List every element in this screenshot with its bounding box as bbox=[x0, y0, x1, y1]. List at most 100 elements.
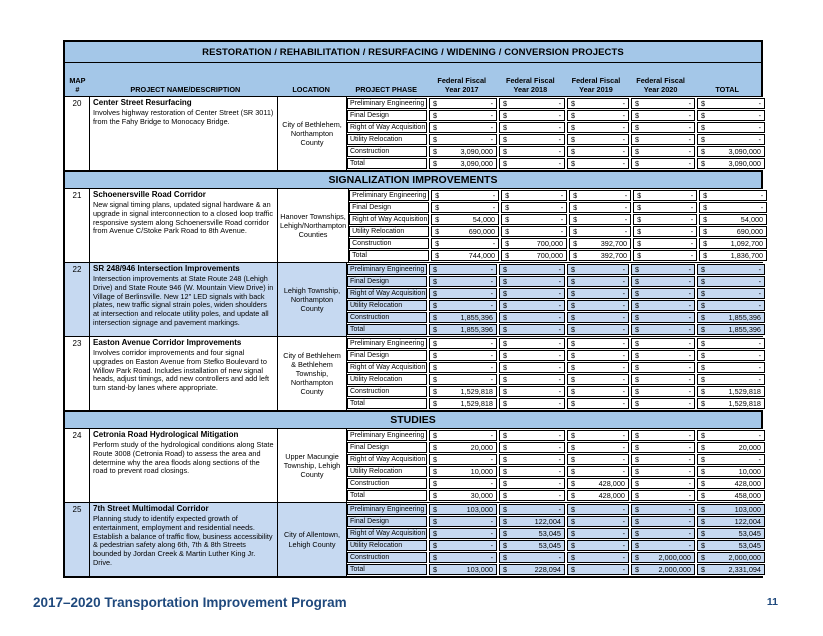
phase-label-cell: Right of Way Acquisition bbox=[347, 122, 427, 133]
phase-label-cell: Total bbox=[347, 490, 427, 501]
dollar-sign: $ bbox=[635, 147, 640, 156]
location-cell: Upper Macungie Township, Lehigh County bbox=[278, 429, 347, 502]
amount-cell: $ - bbox=[567, 540, 629, 551]
section-header-bar: STUDIES bbox=[65, 411, 761, 429]
amount-cell: $53,045 bbox=[697, 540, 765, 551]
phase-label-cell: Total bbox=[349, 250, 430, 261]
amount-cell: $122,004 bbox=[697, 516, 765, 527]
phase-label-cell: Utility Relocation bbox=[347, 134, 427, 145]
amount-cell: $ - bbox=[633, 214, 698, 225]
phase-label-cell: Utility Relocation bbox=[349, 226, 430, 237]
phase-label-cell: Final Design bbox=[349, 202, 430, 213]
dollar-sign: $ bbox=[635, 111, 640, 120]
amount-value: - bbox=[758, 431, 761, 440]
amount-value: - bbox=[490, 517, 493, 526]
dollar-sign: $ bbox=[433, 111, 438, 120]
amount-cell: $1,855,396 bbox=[697, 324, 765, 335]
amount-cell: $ - bbox=[499, 98, 565, 109]
amount-cell: $ - bbox=[429, 276, 497, 287]
amount-value: - bbox=[558, 363, 561, 372]
amount-cell: $ - bbox=[631, 98, 695, 109]
dollar-sign: $ bbox=[701, 491, 706, 500]
amount-value: - bbox=[558, 443, 561, 452]
amount-cell: $ - bbox=[499, 134, 565, 145]
amount-value: - bbox=[558, 431, 561, 440]
amount-cell: $ - bbox=[631, 490, 695, 501]
amount-cell: $2,000,000 bbox=[631, 564, 695, 575]
amount-cell: $ - bbox=[567, 110, 629, 121]
project-description-cell: Center Street Resurfacing Involves highwa… bbox=[90, 97, 278, 170]
dollar-sign: $ bbox=[637, 191, 642, 200]
dollar-sign: $ bbox=[505, 239, 510, 248]
phase-label-cell: Right of Way Acquisition bbox=[347, 528, 427, 539]
amount-cell: $ - bbox=[567, 386, 629, 397]
amount-value: 1,092,700 bbox=[730, 239, 764, 248]
amount-value: 428,000 bbox=[598, 479, 625, 488]
project-description-cell: SR 248/946 Intersection Improvements Inte… bbox=[90, 263, 278, 336]
dollar-sign: $ bbox=[701, 375, 706, 384]
dollar-sign: $ bbox=[571, 135, 576, 144]
amount-cell: $ - bbox=[697, 98, 765, 109]
amount-value: - bbox=[688, 313, 691, 322]
amount-cell: $ - bbox=[631, 300, 695, 311]
dollar-sign: $ bbox=[635, 431, 640, 440]
amount-value: - bbox=[558, 99, 561, 108]
table-header-row: MAP # PROJECT NAME/DESCRIPTION LOCATION … bbox=[65, 63, 761, 97]
amount-value: - bbox=[688, 289, 691, 298]
dollar-sign: $ bbox=[635, 479, 640, 488]
amount-value: - bbox=[688, 135, 691, 144]
amount-value: 3,090,000 bbox=[460, 159, 493, 168]
amount-value: - bbox=[558, 467, 561, 476]
amount-cell: $ - bbox=[567, 300, 629, 311]
dollar-sign: $ bbox=[703, 215, 708, 224]
dollar-sign: $ bbox=[701, 135, 706, 144]
amount-value: - bbox=[622, 99, 625, 108]
phase-label-cell: Final Design bbox=[347, 516, 427, 527]
amount-cell: $ - bbox=[569, 214, 632, 225]
location-cell: City of Bethlehem, Northampton County bbox=[278, 97, 347, 170]
amount-cell: $ - bbox=[567, 146, 629, 157]
section-header-bar: SIGNALIZATION IMPROVEMENTS bbox=[65, 171, 761, 189]
amount-cell: $1,529,818 bbox=[697, 386, 765, 397]
amount-value: - bbox=[690, 239, 694, 248]
amount-value: - bbox=[558, 351, 561, 360]
amount-value: - bbox=[758, 289, 761, 298]
amount-cell: $ - bbox=[499, 374, 565, 385]
project-name: 7th Street Multimodal Corridor bbox=[93, 504, 209, 513]
amount-cell: $ - bbox=[631, 338, 695, 349]
amount-value: - bbox=[688, 123, 691, 132]
dollar-sign: $ bbox=[701, 387, 706, 396]
amount-cell: $3,090,000 bbox=[697, 146, 765, 157]
amount-cell: $1,855,396 bbox=[429, 312, 497, 323]
amount-cell: $ - bbox=[567, 134, 629, 145]
amount-value: - bbox=[688, 517, 691, 526]
dollar-sign: $ bbox=[703, 239, 708, 248]
amount-value: - bbox=[760, 203, 764, 212]
amount-cell: $ - bbox=[631, 528, 695, 539]
amount-cell: $ - bbox=[631, 324, 695, 335]
amount-value: - bbox=[558, 265, 561, 274]
amount-cell: $ - bbox=[431, 190, 500, 201]
dollar-sign: $ bbox=[503, 431, 508, 440]
page-number: 11 bbox=[766, 596, 778, 608]
amount-value: 1,529,818 bbox=[728, 387, 761, 396]
amount-value: 103,000 bbox=[466, 505, 493, 514]
amount-cell: $1,855,396 bbox=[697, 312, 765, 323]
amount-cell: $ - bbox=[429, 338, 497, 349]
amount-value: - bbox=[758, 277, 761, 286]
amount-value: 20,000 bbox=[470, 443, 493, 452]
amount-cell: $ - bbox=[631, 312, 695, 323]
amount-cell: $53,045 bbox=[499, 528, 565, 539]
dollar-sign: $ bbox=[571, 265, 576, 274]
dollar-sign: $ bbox=[433, 159, 438, 168]
amount-cell: $428,000 bbox=[567, 490, 629, 501]
amount-value: - bbox=[758, 339, 761, 348]
amount-value: - bbox=[622, 375, 625, 384]
amount-cell: $ - bbox=[501, 202, 568, 213]
amount-value: - bbox=[558, 277, 561, 286]
amount-value: - bbox=[490, 289, 493, 298]
amount-cell: $ - bbox=[429, 374, 497, 385]
amount-cell: $ - bbox=[499, 264, 565, 275]
phase-label-cell: Construction bbox=[347, 478, 427, 489]
dollar-sign: $ bbox=[635, 351, 640, 360]
